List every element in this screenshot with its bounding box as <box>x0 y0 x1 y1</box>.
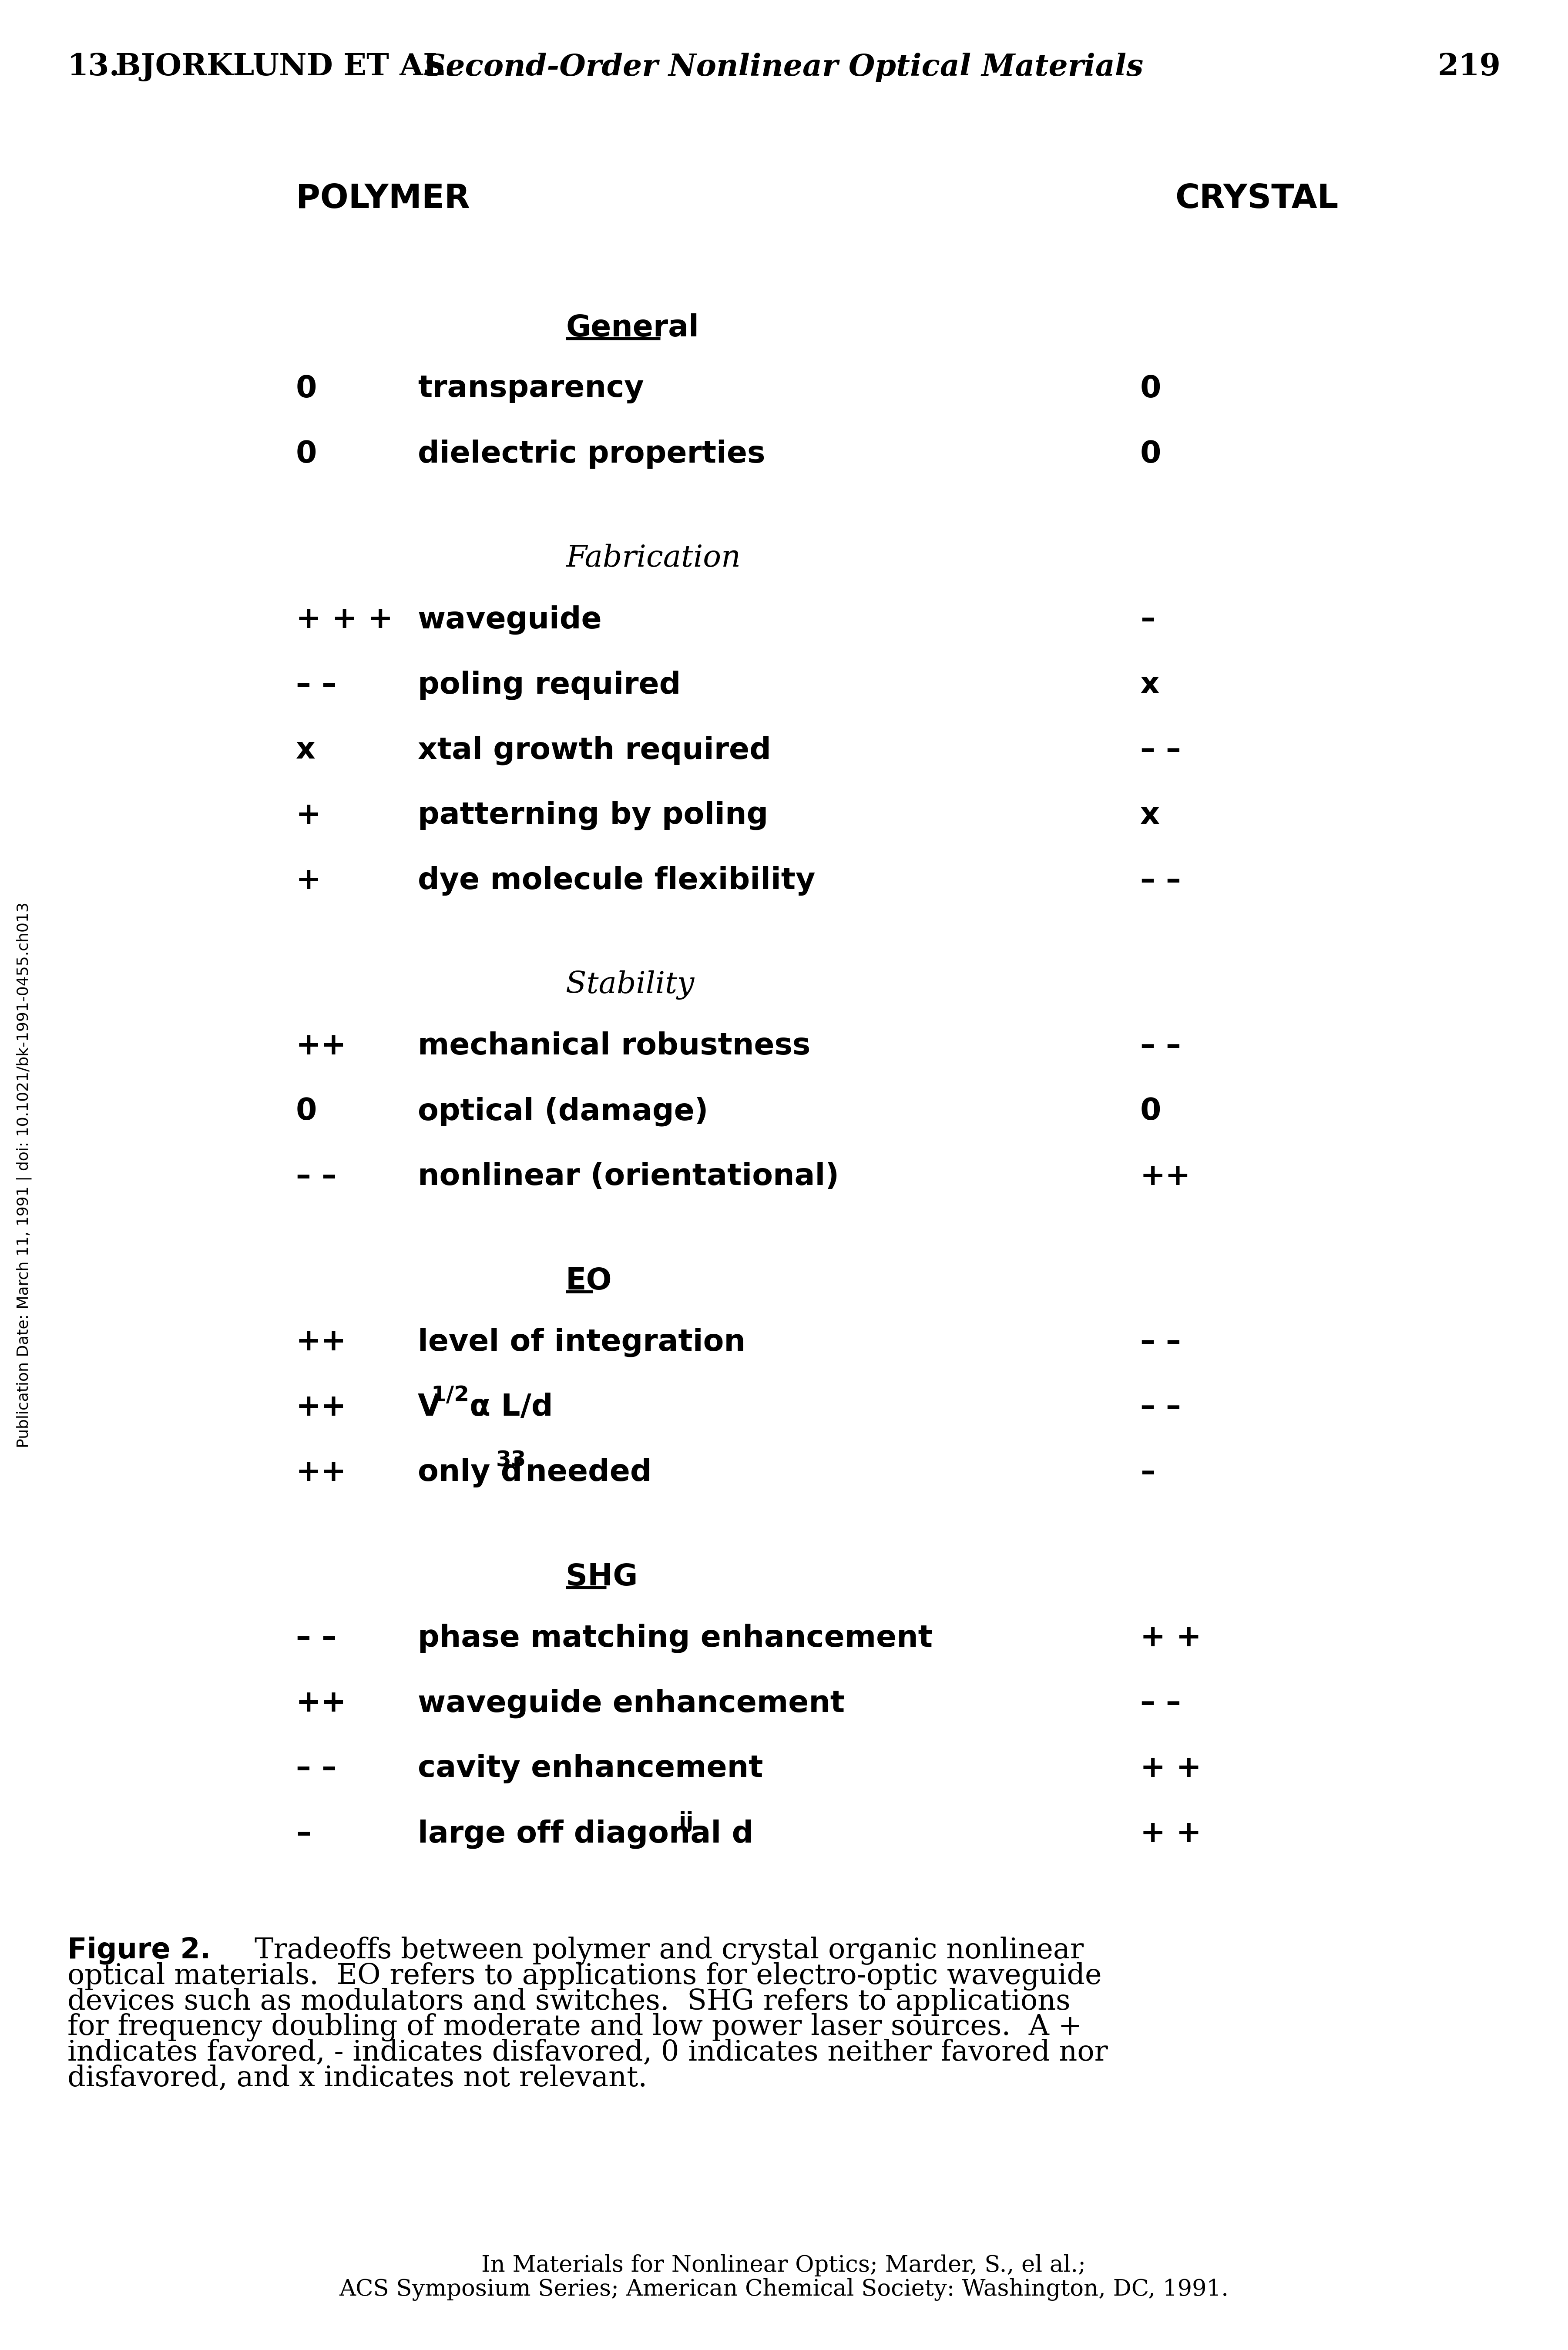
Text: α L/d: α L/d <box>459 1394 554 1422</box>
Text: patterning by poling: patterning by poling <box>417 801 768 830</box>
Text: 219: 219 <box>1438 52 1501 82</box>
Text: – –: – – <box>1140 1394 1181 1422</box>
Text: 0: 0 <box>296 1097 317 1126</box>
Text: POLYMER: POLYMER <box>296 183 470 214</box>
Text: + + +: + + + <box>296 604 394 634</box>
Text: phase matching enhancement: phase matching enhancement <box>417 1624 933 1652</box>
Text: large off diagonal d: large off diagonal d <box>417 1819 754 1849</box>
Text: needed: needed <box>514 1457 652 1488</box>
Text: 1/2: 1/2 <box>431 1384 469 1405</box>
Text: General: General <box>566 313 699 343</box>
Text: ++: ++ <box>296 1457 347 1488</box>
Text: – –: – – <box>296 1161 337 1191</box>
Text: ++: ++ <box>296 1032 347 1060</box>
Text: 0: 0 <box>296 374 317 404</box>
Text: –: – <box>1140 604 1156 634</box>
Text: – –: – – <box>1140 867 1181 895</box>
Text: xtal growth required: xtal growth required <box>417 736 771 764</box>
Text: 33: 33 <box>495 1450 527 1471</box>
Text: mechanical robustness: mechanical robustness <box>417 1032 811 1060</box>
Text: transparency: transparency <box>417 374 644 404</box>
Text: – –: – – <box>1140 1032 1181 1060</box>
Text: ij: ij <box>679 1812 695 1833</box>
Text: EO: EO <box>566 1267 612 1295</box>
Text: +: + <box>296 867 321 895</box>
Text: – –: – – <box>296 1624 337 1652</box>
Text: 0: 0 <box>296 439 317 468</box>
Text: SHG: SHG <box>566 1563 638 1591</box>
Text: only d: only d <box>417 1457 522 1488</box>
Text: + +: + + <box>1140 1753 1201 1784</box>
Text: devices such as modulators and switches.  SHG refers to applications: devices such as modulators and switches.… <box>67 1988 1071 2016</box>
Text: – –: – – <box>1140 1328 1181 1356</box>
Text: optical materials.  EO refers to applications for electro-optic waveguide: optical materials. EO refers to applicat… <box>67 1962 1102 1990</box>
Text: Fabrication: Fabrication <box>566 543 740 573</box>
Text: 0: 0 <box>1140 1097 1162 1126</box>
Text: Second-Order Nonlinear Optical Materials: Second-Order Nonlinear Optical Materials <box>423 52 1143 82</box>
Text: – –: – – <box>296 670 337 700</box>
Text: nonlinear (orientational): nonlinear (orientational) <box>417 1161 839 1191</box>
Text: – –: – – <box>1140 736 1181 764</box>
Text: poling required: poling required <box>417 670 681 700</box>
Text: Figure 2.: Figure 2. <box>67 1936 210 1965</box>
Text: –: – <box>1140 1457 1156 1488</box>
Text: BJORKLUND ET AL.: BJORKLUND ET AL. <box>116 52 455 82</box>
Text: + +: + + <box>1140 1624 1201 1652</box>
Text: optical (damage): optical (damage) <box>417 1097 709 1126</box>
Text: + +: + + <box>1140 1819 1201 1847</box>
Text: cavity enhancement: cavity enhancement <box>417 1753 764 1784</box>
Text: +: + <box>296 801 321 830</box>
Text: – –: – – <box>1140 1690 1181 1718</box>
Text: dye molecule flexibility: dye molecule flexibility <box>417 867 815 895</box>
Text: dielectric properties: dielectric properties <box>417 439 765 468</box>
Text: 0: 0 <box>1140 374 1162 404</box>
Text: ACS Symposium Series; American Chemical Society: Washington, DC, 1991.: ACS Symposium Series; American Chemical … <box>339 2277 1229 2301</box>
Text: ++: ++ <box>296 1690 347 1718</box>
Text: 13.: 13. <box>67 52 121 82</box>
Text: – –: – – <box>296 1753 337 1784</box>
Text: 0: 0 <box>1140 439 1162 468</box>
Text: CRYSTAL: CRYSTAL <box>1174 183 1339 214</box>
Text: ++: ++ <box>1140 1161 1192 1191</box>
Text: Publication Date: March 11, 1991 | doi: 10.1021/bk-1991-0455.ch013: Publication Date: March 11, 1991 | doi: … <box>16 902 31 1448</box>
Text: level of integration: level of integration <box>417 1328 745 1356</box>
Text: disfavored, and x indicates not relevant.: disfavored, and x indicates not relevant… <box>67 2063 648 2092</box>
Text: ++: ++ <box>296 1394 347 1422</box>
Text: ++: ++ <box>296 1328 347 1356</box>
Text: Tradeoffs between polymer and crystal organic nonlinear: Tradeoffs between polymer and crystal or… <box>254 1936 1083 1965</box>
Text: indicates favored, - indicates disfavored, 0 indicates neither favored nor: indicates favored, - indicates disfavore… <box>67 2040 1109 2066</box>
Text: x: x <box>1140 670 1160 700</box>
Text: –: – <box>296 1819 310 1847</box>
Text: x: x <box>1140 801 1160 830</box>
Text: waveguide: waveguide <box>417 604 602 634</box>
Text: for frequency doubling of moderate and low power laser sources.  A +: for frequency doubling of moderate and l… <box>67 2014 1082 2042</box>
Text: In Materials for Nonlinear Optics; Marder, S., el al.;: In Materials for Nonlinear Optics; Marde… <box>481 2254 1087 2277</box>
Text: V: V <box>417 1394 441 1422</box>
Text: Stability: Stability <box>566 971 695 999</box>
Text: x: x <box>296 736 315 764</box>
Text: waveguide enhancement: waveguide enhancement <box>417 1690 845 1718</box>
